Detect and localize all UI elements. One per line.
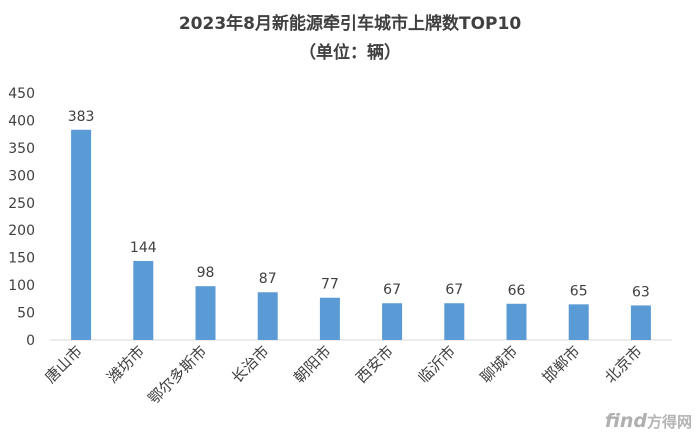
data-label: 65 xyxy=(570,283,588,299)
data-label: 87 xyxy=(259,271,277,287)
bar xyxy=(195,286,216,340)
y-tick-label: 350 xyxy=(8,141,35,157)
watermark-logo: find方得网 xyxy=(605,410,692,432)
y-tick-label: 200 xyxy=(8,223,35,239)
y-tick-label: 300 xyxy=(8,168,35,184)
x-tick-label: 北京市 xyxy=(601,342,646,387)
y-tick-label: 400 xyxy=(8,113,35,129)
x-tick-label: 临沂市 xyxy=(415,342,460,387)
bar-series: 383 144 98 87 77 67 67 66 65 63 xyxy=(68,109,651,340)
x-tick-label: 朝阳市 xyxy=(290,342,335,387)
y-tick-label: 100 xyxy=(8,278,35,294)
y-tick-label: 50 xyxy=(17,306,35,322)
data-label: 63 xyxy=(632,284,650,300)
y-tick-label: 0 xyxy=(26,333,35,349)
data-label: 383 xyxy=(68,109,95,125)
bar xyxy=(630,305,651,340)
x-tick-label: 唐山市 xyxy=(41,342,86,387)
x-tick-label: 邯郸市 xyxy=(539,342,584,387)
chart-title: 2023年8月新能源牵引车城市上牌数TOP10 xyxy=(179,13,521,34)
bar xyxy=(319,297,340,340)
y-axis: 0 50 100 150 200 250 300 350 400 450 xyxy=(8,86,35,349)
bar xyxy=(71,129,92,340)
data-label: 66 xyxy=(508,283,526,299)
y-tick-label: 450 xyxy=(8,86,35,102)
x-tick-label: 聊城市 xyxy=(477,342,522,387)
bar xyxy=(133,260,154,340)
y-tick-label: 250 xyxy=(8,196,35,212)
bar xyxy=(568,304,589,340)
x-tick-label: 潍坊市 xyxy=(104,342,149,387)
data-label: 98 xyxy=(197,265,215,281)
x-tick-label: 长治市 xyxy=(228,342,273,387)
bar xyxy=(382,303,403,340)
data-label: 77 xyxy=(321,277,339,293)
x-tick-label: 鄂尔多斯市 xyxy=(145,342,211,408)
y-tick-label: 150 xyxy=(8,251,35,267)
bar xyxy=(444,303,465,340)
bar xyxy=(257,292,278,340)
chart-subtitle: （单位：辆） xyxy=(299,42,401,63)
watermark-find: find xyxy=(604,410,647,432)
watermark-site: 方得网 xyxy=(646,413,692,431)
x-tick-label: 西安市 xyxy=(352,342,397,387)
data-label: 67 xyxy=(445,282,463,298)
data-label: 67 xyxy=(383,282,401,298)
bar xyxy=(506,303,527,340)
data-label: 144 xyxy=(130,240,157,256)
